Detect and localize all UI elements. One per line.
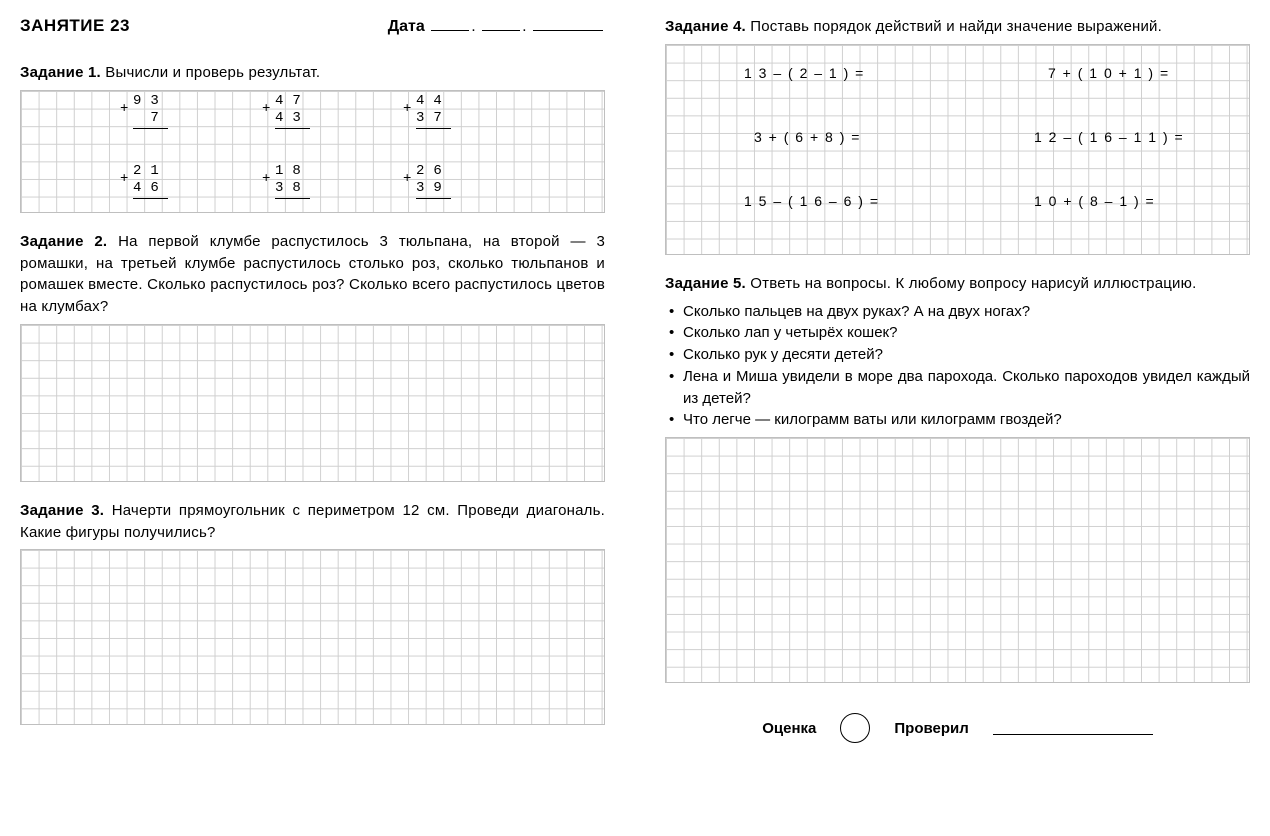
addend-top: 18 <box>275 163 310 181</box>
addend-bottom: 37 <box>416 110 451 129</box>
task-2: Задание 2. На первой клумбе распустилось… <box>20 231 605 482</box>
date-blank-year[interactable] <box>533 17 603 31</box>
question-item: Что легче — килограмм ваты или килограмм… <box>665 409 1250 431</box>
task-1: Задание 1. Вычисли и проверь результат. … <box>20 62 605 213</box>
addition-problem: +93 7 <box>133 93 168 128</box>
addend-bottom: 38 <box>275 180 310 199</box>
task-4-body: Поставь порядок действий и найди значени… <box>750 18 1162 35</box>
addition-problem: +1838 <box>275 163 310 198</box>
lesson-title: ЗАНЯТИЕ 23 <box>20 16 130 36</box>
addend-top: 93 <box>133 93 168 111</box>
checked-label: Проверил <box>894 720 968 737</box>
task-2-body: На первой клумбе распустилось 3 тюльпана… <box>20 233 605 315</box>
task-5-text: Задание 5. Ответь на вопросы. К любому в… <box>665 273 1250 295</box>
task-4: Задание 4. Поставь порядок действий и на… <box>665 16 1250 255</box>
question-item: Сколько пальцев на двух руках? А на двух… <box>665 301 1250 323</box>
grade-circle[interactable] <box>840 713 870 743</box>
task-5-grid[interactable] <box>665 437 1250 683</box>
plus-icon: + <box>403 171 411 189</box>
task-1-text: Задание 1. Вычисли и проверь результат. <box>20 62 605 84</box>
task-2-label: Задание 2. <box>20 233 107 250</box>
addend-top: 26 <box>416 163 451 181</box>
task-4-grid[interactable]: 1 3 – ( 2 – 1 ) = 7 + ( 1 0 + 1 ) = 3 + ( … <box>665 44 1250 255</box>
task-3-body: Начерти прямоугольник с периметром 12 см… <box>20 502 605 541</box>
question-item: Лена и Миша увидели в море два парохода.… <box>665 366 1250 410</box>
left-column: ЗАНЯТИЕ 23 Дата . . Задание 1. Вычисли и… <box>20 16 605 820</box>
addend-bottom: 39 <box>416 180 451 199</box>
task-3-grid[interactable] <box>20 549 605 725</box>
task-1-label: Задание 1. <box>20 64 101 81</box>
task-3-text: Задание 3. Начерти прямоугольник с перим… <box>20 500 605 544</box>
worksheet-header: ЗАНЯТИЕ 23 Дата . . <box>20 16 605 36</box>
expression: 1 0 + ( 8 – 1 ) = <box>1034 193 1155 209</box>
addition-problem: +4437 <box>416 93 451 128</box>
expression: 1 2 – ( 1 6 – 1 1 ) = <box>1034 129 1184 145</box>
date-label: Дата <box>388 18 425 35</box>
task-2-text: Задание 2. На первой клумбе распустилось… <box>20 231 605 318</box>
date-field: Дата . . <box>388 17 605 36</box>
date-blank-month[interactable] <box>482 17 520 31</box>
addition-problem: +2146 <box>133 163 168 198</box>
task-1-body: Вычисли и проверь результат. <box>105 64 320 81</box>
grade-label: Оценка <box>762 720 816 737</box>
addend-bottom: 43 <box>275 110 310 129</box>
question-item: Сколько рук у десяти детей? <box>665 344 1250 366</box>
task-2-grid[interactable] <box>20 324 605 482</box>
addend-bottom: 46 <box>133 180 168 199</box>
task-3: Задание 3. Начерти прямоугольник с перим… <box>20 500 605 726</box>
plus-icon: + <box>120 171 128 189</box>
addend-top: 47 <box>275 93 310 111</box>
task-3-label: Задание 3. <box>20 502 104 519</box>
expression: 1 5 – ( 1 6 – 6 ) = <box>744 193 880 209</box>
addend-bottom: 7 <box>133 110 168 129</box>
checked-blank[interactable] <box>993 721 1153 735</box>
addend-top: 44 <box>416 93 451 111</box>
date-blank-day[interactable] <box>431 17 469 31</box>
question-item: Сколько лап у четырёх кошек? <box>665 322 1250 344</box>
addition-problem: +4743 <box>275 93 310 128</box>
plus-icon: + <box>262 171 270 189</box>
addend-top: 21 <box>133 163 168 181</box>
task-5-body: Ответь на вопросы. К любому вопросу нари… <box>750 275 1196 292</box>
task-5-label: Задание 5. <box>665 275 746 292</box>
plus-icon: + <box>120 101 128 119</box>
addition-problem: +2639 <box>416 163 451 198</box>
worksheet-footer: Оценка Проверил <box>665 713 1250 743</box>
task-1-grid[interactable]: +93 7 +4743 +4437 +2146 +1838 +2639 <box>20 90 605 213</box>
plus-icon: + <box>403 101 411 119</box>
right-column: Задание 4. Поставь порядок действий и на… <box>665 16 1250 820</box>
expression: 3 + ( 6 + 8 ) = <box>754 129 861 145</box>
expression: 7 + ( 1 0 + 1 ) = <box>1048 65 1170 81</box>
expression: 1 3 – ( 2 – 1 ) = <box>744 65 865 81</box>
task-4-label: Задание 4. <box>665 18 746 35</box>
task-5-questions: Сколько пальцев на двух руках? А на двух… <box>665 301 1250 432</box>
plus-icon: + <box>262 101 270 119</box>
task-4-text: Задание 4. Поставь порядок действий и на… <box>665 16 1250 38</box>
task-5: Задание 5. Ответь на вопросы. К любому в… <box>665 273 1250 683</box>
